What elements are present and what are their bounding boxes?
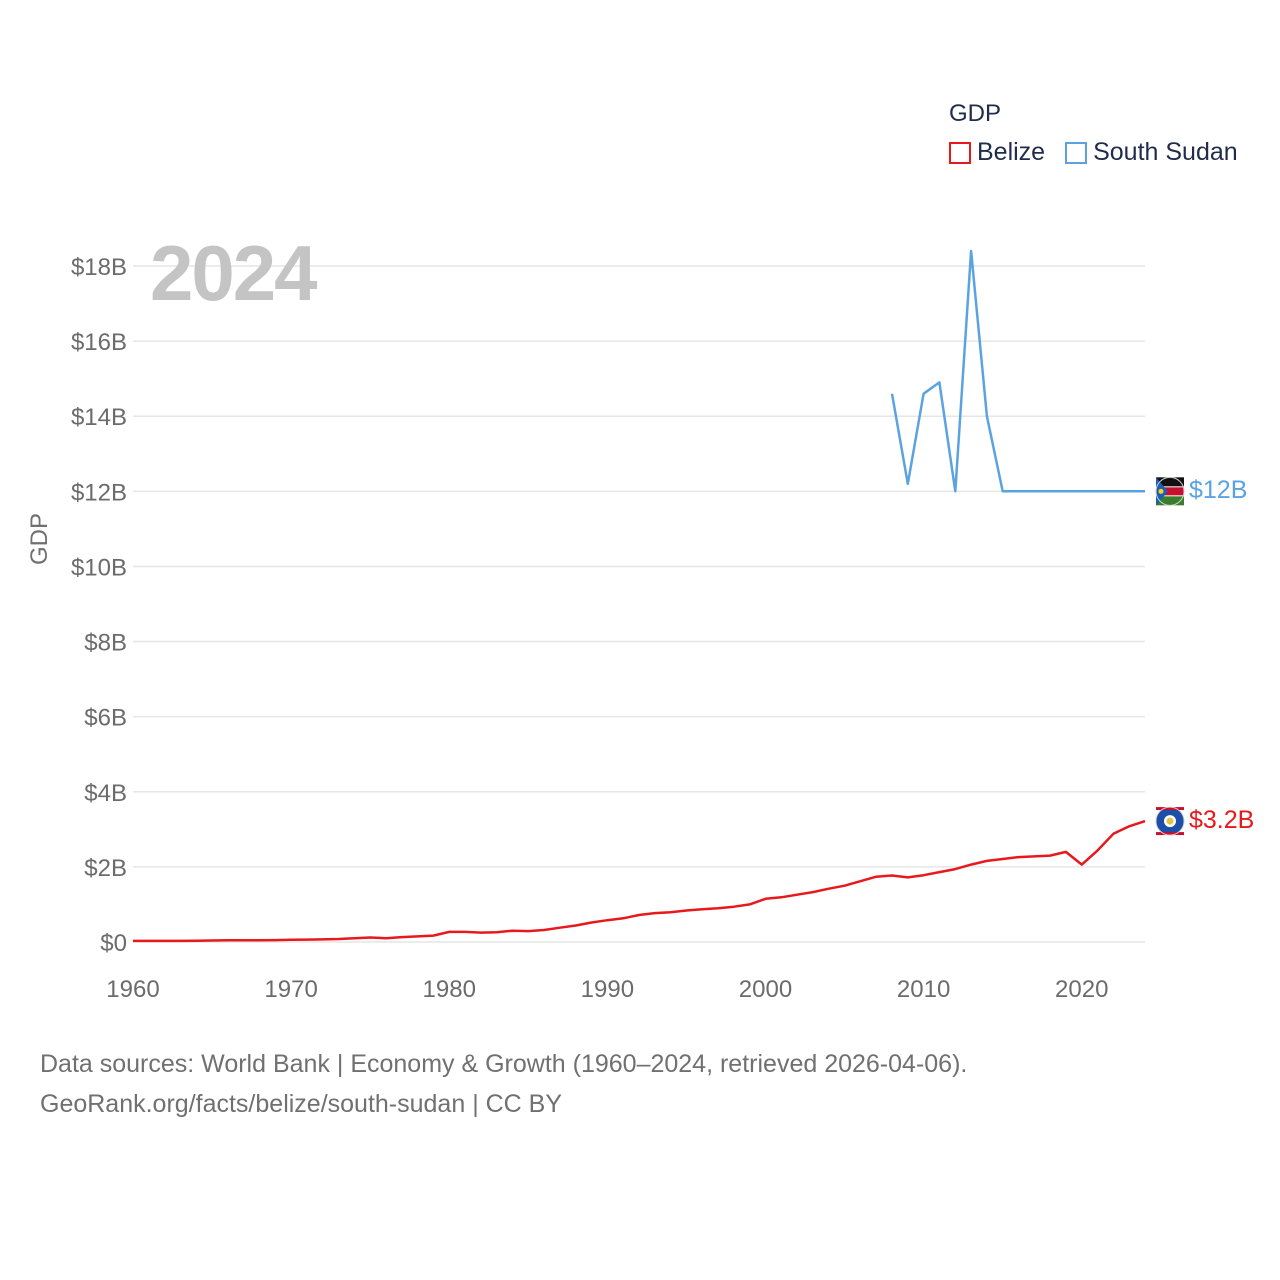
- legend-label-south-sudan: South Sudan: [1093, 138, 1238, 166]
- y-axis-label: GDP: [26, 512, 53, 565]
- footer-source: Data sources: World Bank | Economy & Gro…: [40, 1050, 968, 1078]
- x-tick-label: 1960: [106, 976, 159, 1003]
- series-lines: [133, 249, 1146, 943]
- x-tick-label: 2000: [739, 976, 792, 1003]
- footer: Data sources: World Bank | Economy & Gro…: [40, 1044, 967, 1124]
- end-markers: [1155, 476, 1185, 836]
- series-line-south-sudan[interactable]: [890, 249, 1145, 493]
- x-tick-label: 1980: [423, 976, 476, 1003]
- y-tick-label: $14B: [71, 404, 127, 431]
- y-tick-label: $12B: [71, 479, 127, 506]
- x-tick-label: 1970: [264, 976, 317, 1003]
- y-tick-label: $10B: [71, 554, 127, 581]
- y-tick-label: $6B: [84, 705, 127, 732]
- x-axis-ticks: 1960 1970 1980 1990 2000 2010 2020: [106, 976, 1108, 1003]
- end-label-belize: $3.2B: [1189, 806, 1255, 835]
- y-tick-label: $16B: [71, 329, 127, 356]
- grid-lines: [133, 265, 1145, 943]
- end-label-south-sudan: $12B: [1189, 476, 1248, 505]
- x-tick-label: 2020: [1055, 976, 1108, 1003]
- y-tick-label: $4B: [84, 780, 127, 807]
- legend-swatch-belize: [949, 141, 971, 164]
- legend-item-south-sudan[interactable]: South Sudan: [1065, 138, 1238, 167]
- flag-marker-south-sudan: [1155, 476, 1185, 506]
- flag-marker-belize: [1155, 806, 1185, 836]
- series-line-belize[interactable]: [133, 819, 1146, 943]
- legend: GDP Belize South Sudan: [949, 100, 1238, 167]
- footer-link[interactable]: GeoRank.org/facts/belize/south-sudan | C…: [40, 1090, 563, 1118]
- legend-title: GDP: [949, 100, 1002, 127]
- year-display: 2024: [150, 229, 318, 317]
- y-axis-ticks: $0 $2B $4B $6B $8B $10B $12B $14B $16B $18B: [71, 254, 127, 957]
- legend-swatch-south-sudan: [1065, 141, 1088, 164]
- y-tick-label: $2B: [84, 855, 127, 882]
- y-tick-label: $0: [100, 930, 127, 957]
- y-tick-label: $18B: [71, 254, 127, 281]
- x-tick-label: 2010: [897, 976, 950, 1003]
- legend-label-belize: Belize: [977, 138, 1046, 166]
- x-tick-label: 1990: [581, 976, 634, 1003]
- legend-item-belize[interactable]: Belize: [949, 138, 1045, 167]
- y-tick-label: $8B: [84, 630, 127, 657]
